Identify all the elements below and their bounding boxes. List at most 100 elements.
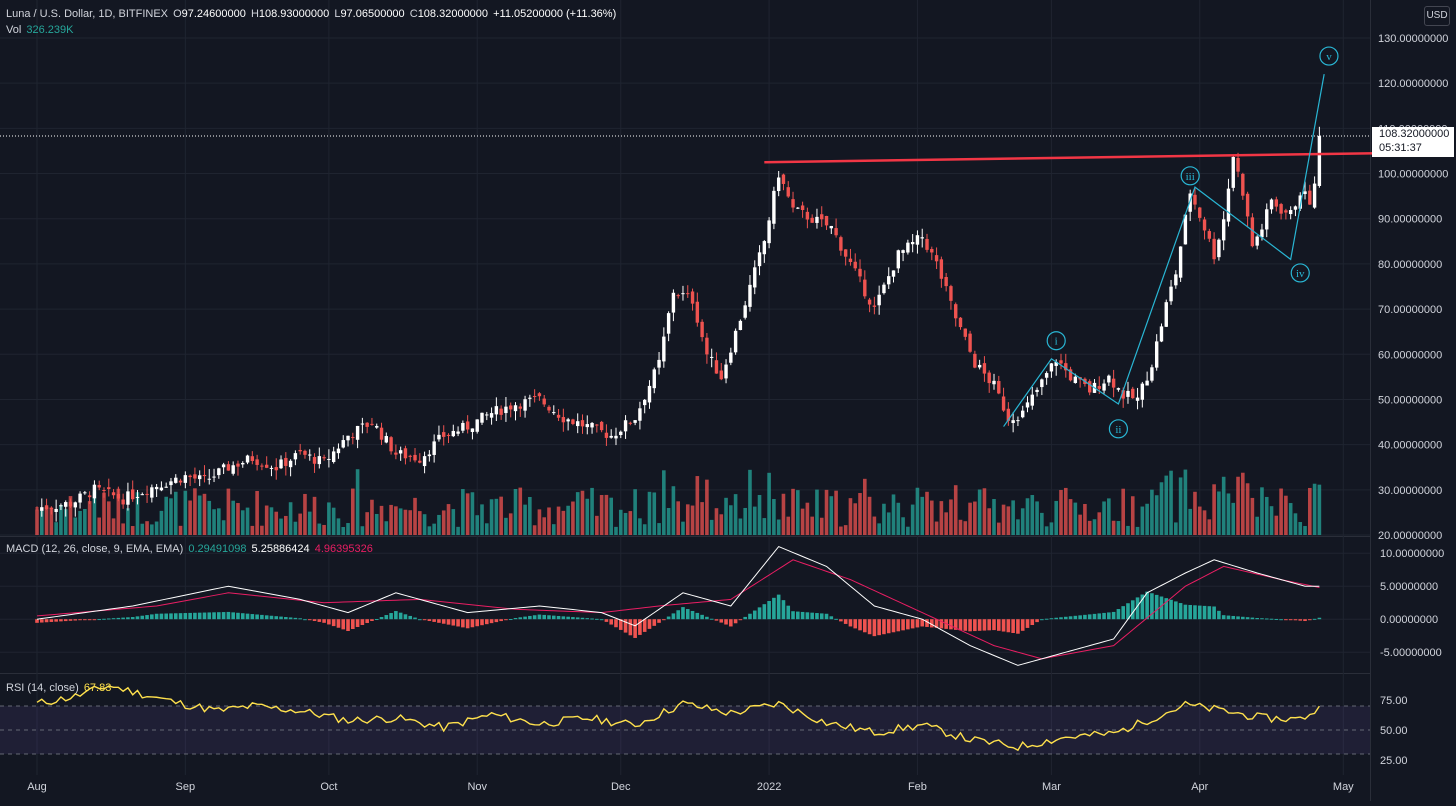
price-axis-label: 120.00000000: [1378, 78, 1448, 90]
candle-body: [1030, 394, 1034, 406]
volume-label[interactable]: Vol: [6, 24, 22, 36]
candle-body: [293, 453, 298, 460]
macd-histogram-bar: [145, 615, 149, 620]
volume-bar: [1135, 526, 1140, 535]
candle-body: [131, 489, 135, 500]
rsi-title[interactable]: RSI (14, close): [6, 682, 79, 694]
candle-body: [351, 437, 355, 439]
candle-body: [585, 424, 589, 428]
macd-histogram-bar: [618, 619, 623, 630]
candle-body: [107, 487, 111, 490]
macd-histogram-bar: [1102, 612, 1106, 620]
volume-bar: [1078, 514, 1082, 535]
volume-bar: [949, 499, 953, 535]
volume-bar: [355, 469, 360, 535]
candle-body: [1150, 367, 1154, 381]
macd-histogram-bar: [274, 616, 279, 620]
candle-body: [331, 451, 336, 462]
candle-body: [346, 435, 350, 441]
volume-bar: [863, 478, 867, 535]
macd-histogram-bar: [298, 618, 302, 620]
macd-histogram-bar: [671, 613, 676, 620]
macd-histogram-bar: [891, 619, 896, 633]
macd-histogram-bar: [1025, 619, 1030, 628]
macd-histogram-bar: [1001, 619, 1006, 632]
candle-body: [805, 211, 810, 220]
candle-body: [422, 456, 427, 467]
volume-bar: [1197, 506, 1202, 535]
candle-body: [757, 252, 762, 267]
macd-title[interactable]: MACD (12, 26, close, 9, EMA, EMA): [6, 543, 184, 555]
candle-body: [657, 359, 661, 368]
volume-bar: [1154, 495, 1159, 535]
volume-bar: [929, 500, 934, 535]
macd-histogram-bar: [1140, 594, 1145, 620]
candle-body: [59, 505, 63, 507]
candle-body: [738, 320, 743, 331]
candle-body: [49, 507, 54, 509]
candle-body: [121, 499, 125, 505]
volume-bar: [188, 500, 192, 535]
candle-body: [1202, 219, 1207, 231]
macd-histogram-bar: [1035, 619, 1039, 623]
candle-body: [882, 284, 886, 294]
volume-bar: [456, 526, 460, 535]
macd-histogram-bar: [853, 619, 858, 629]
macd-histogram-bar: [504, 619, 508, 621]
volume-bar: [1217, 491, 1221, 535]
volume-bar: [1317, 484, 1322, 535]
macd-histogram-bar: [968, 619, 972, 632]
symbol-name[interactable]: Luna / U.S. Dollar, 1D, BITFINEX: [6, 8, 169, 20]
candle-body: [308, 454, 312, 456]
macd-histogram-bar: [1207, 606, 1212, 620]
candle-body: [552, 412, 556, 414]
last-price-tag: 108.32000000 05:31:37: [1372, 127, 1454, 157]
volume-bar: [1245, 483, 1250, 535]
volume-bar: [791, 488, 795, 535]
currency-button[interactable]: USD: [1424, 6, 1450, 26]
low-value: 97.06500000: [340, 8, 405, 20]
volume-bar: [843, 525, 848, 535]
macd-histogram-bar: [872, 619, 877, 637]
macd-histogram-bar: [1154, 594, 1159, 620]
macd-histogram-bar: [685, 609, 690, 620]
volume-bar: [599, 495, 604, 535]
macd-histogram-bar: [1250, 617, 1255, 620]
volume-bar: [666, 508, 671, 535]
macd-histogram-bar: [446, 619, 451, 625]
macd-histogram-bar: [858, 619, 862, 631]
volume-bar: [724, 497, 728, 535]
macd-histogram-bar: [1135, 597, 1140, 620]
macd-histogram-bar: [1264, 618, 1269, 620]
candle-body: [595, 424, 599, 426]
macd-histogram-bar: [1312, 618, 1317, 620]
macd-histogram-bar: [475, 619, 480, 627]
macd-histogram-bar: [240, 613, 245, 620]
macd-hist-value: 0.29491098: [188, 543, 247, 555]
candle-body: [920, 237, 924, 239]
volume-bar: [322, 524, 326, 535]
volume-bar: [1202, 510, 1207, 535]
volume-bar: [705, 479, 709, 535]
candle-body: [1107, 375, 1111, 383]
wave-label-iv: iv: [1290, 263, 1310, 283]
macd-histogram-bar: [193, 612, 197, 620]
candle-body: [188, 475, 192, 478]
candle-body: [126, 491, 130, 505]
macd-histogram-bar: [154, 613, 159, 620]
volume-bar: [1020, 508, 1025, 535]
candle-body: [284, 457, 288, 466]
volume-bar: [834, 490, 838, 535]
volume-bar: [97, 517, 102, 535]
macd-histogram-bar: [513, 617, 518, 620]
volume-bar: [126, 508, 130, 535]
volume-bar: [647, 491, 652, 535]
candle-body: [413, 454, 417, 461]
macd-histogram-bar: [1188, 604, 1192, 620]
candle-body: [336, 448, 341, 454]
volume-bar: [1087, 520, 1092, 535]
volume-bar: [1226, 493, 1231, 535]
volume-bar: [437, 514, 441, 535]
